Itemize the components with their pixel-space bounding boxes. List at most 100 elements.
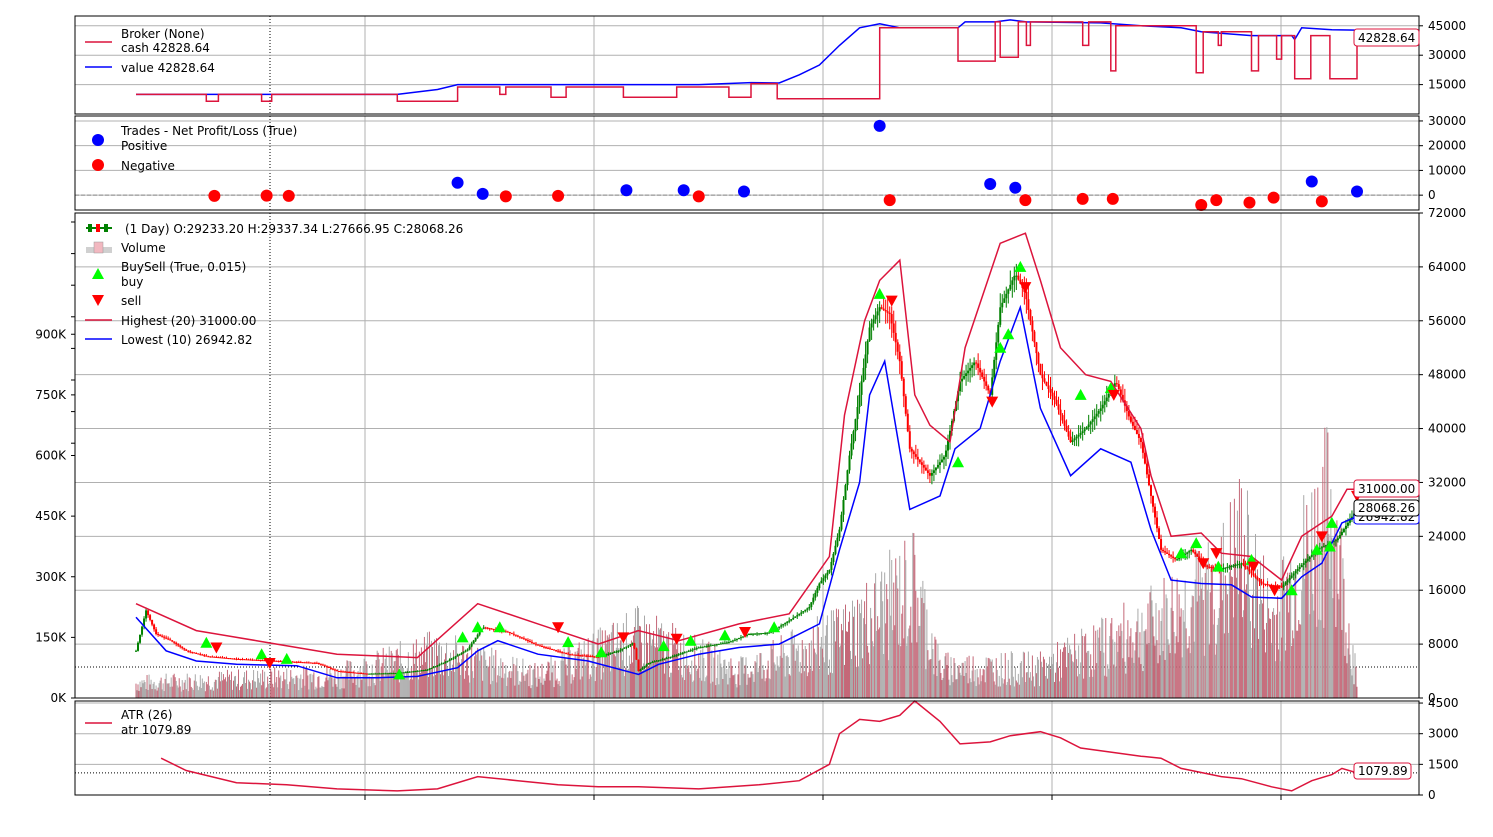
buy-marker [1190,537,1203,549]
candle-body [806,608,809,610]
trade-negative-point [499,190,512,203]
candle-body [1266,584,1269,586]
candle-body [358,672,361,674]
candle-body [1087,424,1090,428]
price-legend-volume: Volume [121,241,166,255]
candle-body [211,656,214,658]
candle-body [370,673,373,675]
candle-body [458,654,461,656]
candle-body [1194,552,1197,555]
buy-marker [657,640,670,652]
price-ytick-label: 0 [1428,691,1436,705]
candle-body [719,643,722,645]
candle-body [683,652,686,654]
trade-negative-point [1243,196,1256,209]
candle-body [844,485,847,500]
candle-body [641,667,644,670]
candle-body [394,673,397,675]
candle-body [874,315,877,320]
candle-body [1103,401,1106,405]
candle-body [1057,404,1060,410]
candle-body [987,385,990,391]
candle-body [163,636,166,638]
candle-body [852,431,855,444]
trade-positive-point [873,119,886,132]
candle-body [1009,284,1012,290]
candle-body [1250,571,1253,574]
candle-body [171,640,174,642]
buy-marker [456,631,469,643]
candle-body [1099,408,1102,412]
candle-body [1198,556,1201,559]
candle-body [137,642,140,651]
buy-marker [873,287,886,299]
candle-body [1168,553,1171,556]
candle-body [1254,575,1257,578]
candle-body [1166,552,1169,554]
candle-body [888,312,891,315]
candle-body [205,655,208,657]
price-legend-lowest: Lowest (10) 26942.82 [121,333,253,347]
trade-positive-point [737,185,750,198]
candle-body [404,672,407,674]
candle-body [372,673,375,675]
candle-body [1003,298,1006,303]
candle-body [993,359,996,378]
candle-body [1174,557,1177,560]
candle-body [997,324,1000,343]
buy-marker [1325,516,1338,528]
candle-body [1139,437,1142,443]
trade-negative-point [883,194,896,207]
candle-body [681,652,684,654]
candle-body [249,659,252,661]
candle-body [424,669,427,671]
trade-negative-point [208,189,221,202]
candle-body [635,648,638,660]
candle-body [368,673,371,675]
atr-legend-title: ATR (26) [121,708,172,722]
candle-body [750,633,753,635]
candle-body [207,656,210,658]
candle-body [914,454,917,457]
candle-body [1184,553,1187,556]
sell-marker [1247,561,1260,573]
candle-body [1288,577,1291,581]
candle-body [512,633,515,635]
candle-body [1310,554,1313,557]
candle-body [484,627,487,629]
candle-body [263,660,266,662]
candle-body [963,376,966,379]
candle-body [1121,394,1124,401]
candle-body [1346,522,1349,526]
candle-body [446,660,449,662]
candle-body [1190,549,1193,552]
candle-body [876,311,879,316]
candle-body [402,672,405,674]
candle-body [1212,567,1215,569]
candle-body [581,655,584,657]
candle-body [1338,535,1341,539]
candle-body [892,323,895,333]
candle-body [1071,440,1074,443]
candle-body [1063,420,1066,426]
candle-body [826,572,829,576]
price-ytick-label: 8000 [1428,637,1459,651]
candle-body [563,652,566,654]
candle-body [430,667,433,669]
candle-body [798,613,801,616]
candle-body [147,610,150,616]
volume-ytick-label: 900K [35,327,67,341]
candle-body [677,654,680,656]
candle-body [179,645,182,647]
candle-body [896,342,899,352]
candle-body [1013,275,1016,281]
candle-body [1129,416,1132,422]
candle-body [848,455,851,471]
candle-body [790,619,793,621]
candle-body [565,653,568,655]
candle-body [543,646,546,648]
candle-body [687,650,690,652]
candle-body [295,661,298,663]
atr-line [160,700,1358,792]
